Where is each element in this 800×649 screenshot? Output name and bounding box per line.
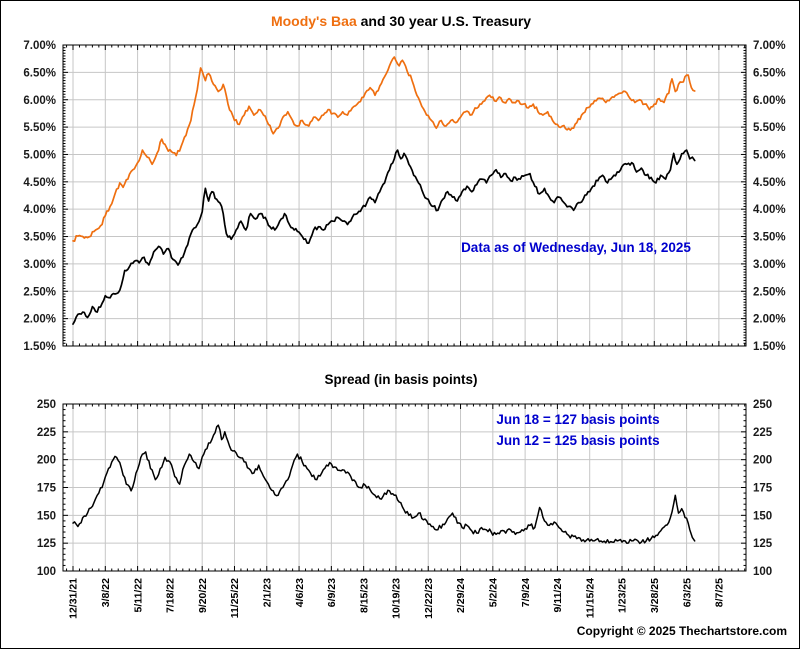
- svg-text:6.00%: 6.00%: [753, 95, 786, 107]
- svg-text:2.00%: 2.00%: [753, 314, 786, 326]
- svg-text:4.50%: 4.50%: [23, 177, 56, 189]
- y-axis-labels: 7.00% 7.00% 6.50% 6.50% 6.00% 6.00% 5.50% 5.50%…: [23, 40, 785, 353]
- svg-text:4/6/23: 4/6/23: [294, 578, 306, 607]
- svg-text:4.00%: 4.00%: [753, 204, 786, 216]
- spread-annotation-jun12: Jun 12 = 125 basis points: [496, 433, 660, 448]
- svg-text:5.00%: 5.00%: [753, 149, 786, 161]
- svg-text:6.00%: 6.00%: [23, 95, 56, 107]
- svg-text:5/2/24: 5/2/24: [487, 578, 499, 607]
- svg-text:1/23/25: 1/23/25: [617, 578, 629, 613]
- svg-text:3.50%: 3.50%: [753, 232, 786, 244]
- spread-chart-title: Spread (in basis points): [324, 372, 478, 387]
- svg-text:5.50%: 5.50%: [23, 122, 56, 134]
- title-moodys-baa: Moody's Baa: [270, 13, 357, 29]
- svg-text:4.00%: 4.00%: [23, 204, 56, 216]
- svg-text:2.00%: 2.00%: [23, 314, 56, 326]
- svg-text:7/9/24: 7/9/24: [520, 578, 532, 607]
- y-axis-labels: 250 250 225 225 200 200 175 175 150 150 125 125 100 1…: [37, 399, 773, 578]
- svg-text:6/9/23: 6/9/23: [326, 578, 338, 607]
- svg-text:9/20/22: 9/20/22: [197, 578, 209, 613]
- svg-text:200: 200: [37, 455, 56, 467]
- svg-text:6.50%: 6.50%: [753, 67, 786, 79]
- svg-text:150: 150: [753, 510, 772, 522]
- svg-text:7.00%: 7.00%: [753, 40, 786, 52]
- svg-text:2.50%: 2.50%: [753, 286, 786, 298]
- svg-text:2.50%: 2.50%: [23, 286, 56, 298]
- plot-frame: [62, 44, 747, 347]
- spread-line: [72, 424, 696, 545]
- svg-text:3/8/22: 3/8/22: [100, 578, 112, 607]
- svg-text:1.50%: 1.50%: [753, 341, 786, 353]
- svg-text:9/11/24: 9/11/24: [552, 578, 564, 613]
- spread-annotations: Jun 18 = 127 basis points Jun 12 = 125 b…: [463, 409, 693, 451]
- svg-text:4.50%: 4.50%: [753, 177, 786, 189]
- svg-text:6/3/25: 6/3/25: [681, 578, 693, 607]
- series-lines: [72, 56, 696, 325]
- treasury-30y-line: [72, 149, 696, 325]
- series-lines: [72, 424, 696, 545]
- data-asof-annotation: Data as of Wednesday, Jun 18, 2025: [461, 240, 691, 255]
- gridlines: [63, 404, 746, 571]
- svg-text:200: 200: [753, 455, 772, 467]
- svg-text:125: 125: [37, 538, 57, 550]
- svg-text:11/25/22: 11/25/22: [229, 578, 241, 618]
- gridlines: [63, 45, 746, 346]
- page-title: Moody's Baa and 30 year U.S. Treasury: [1, 13, 799, 29]
- svg-text:175: 175: [753, 483, 773, 495]
- svg-text:250: 250: [37, 399, 56, 411]
- title-treasury: and 30 year U.S. Treasury: [356, 13, 532, 29]
- svg-text:250: 250: [753, 399, 772, 411]
- svg-text:5.00%: 5.00%: [23, 149, 56, 161]
- svg-text:12/22/23: 12/22/23: [423, 578, 435, 619]
- axis-ticks: [63, 403, 746, 572]
- svg-text:5.50%: 5.50%: [753, 122, 786, 134]
- x-axis-date-labels: 12/31/21 3/8/22 5/11/22 7/18/22 9/20/22 11/25…: [68, 578, 726, 619]
- svg-text:10/19/23: 10/19/23: [391, 578, 403, 619]
- axis-ticks: [63, 44, 746, 347]
- svg-text:1.50%: 1.50%: [23, 341, 56, 353]
- spread-annotation-jun18: Jun 18 = 127 basis points: [496, 412, 660, 427]
- svg-text:100: 100: [37, 566, 56, 578]
- svg-text:150: 150: [37, 510, 56, 522]
- svg-text:5/11/22: 5/11/22: [132, 578, 144, 613]
- svg-text:225: 225: [753, 427, 773, 439]
- svg-text:8/7/25: 8/7/25: [714, 578, 726, 607]
- svg-text:7/18/22: 7/18/22: [165, 578, 177, 613]
- moodys-baa-line: [72, 56, 696, 242]
- svg-text:3.00%: 3.00%: [753, 259, 786, 271]
- svg-text:100: 100: [753, 566, 772, 578]
- svg-text:7.00%: 7.00%: [23, 40, 56, 52]
- svg-text:175: 175: [37, 483, 57, 495]
- svg-text:6.50%: 6.50%: [23, 67, 56, 79]
- svg-text:3.00%: 3.00%: [23, 259, 56, 271]
- svg-text:11/15/24: 11/15/24: [584, 578, 596, 618]
- svg-text:3.50%: 3.50%: [23, 232, 56, 244]
- svg-text:2/29/24: 2/29/24: [455, 578, 467, 613]
- copyright-text: Copyright © 2025 Thechartstore.com: [576, 624, 787, 638]
- svg-text:8/15/23: 8/15/23: [358, 578, 370, 613]
- svg-text:225: 225: [37, 427, 57, 439]
- svg-text:125: 125: [753, 538, 773, 550]
- svg-text:3/28/25: 3/28/25: [649, 578, 661, 613]
- svg-text:12/31/21: 12/31/21: [68, 578, 80, 619]
- svg-text:2/1/23: 2/1/23: [261, 578, 273, 607]
